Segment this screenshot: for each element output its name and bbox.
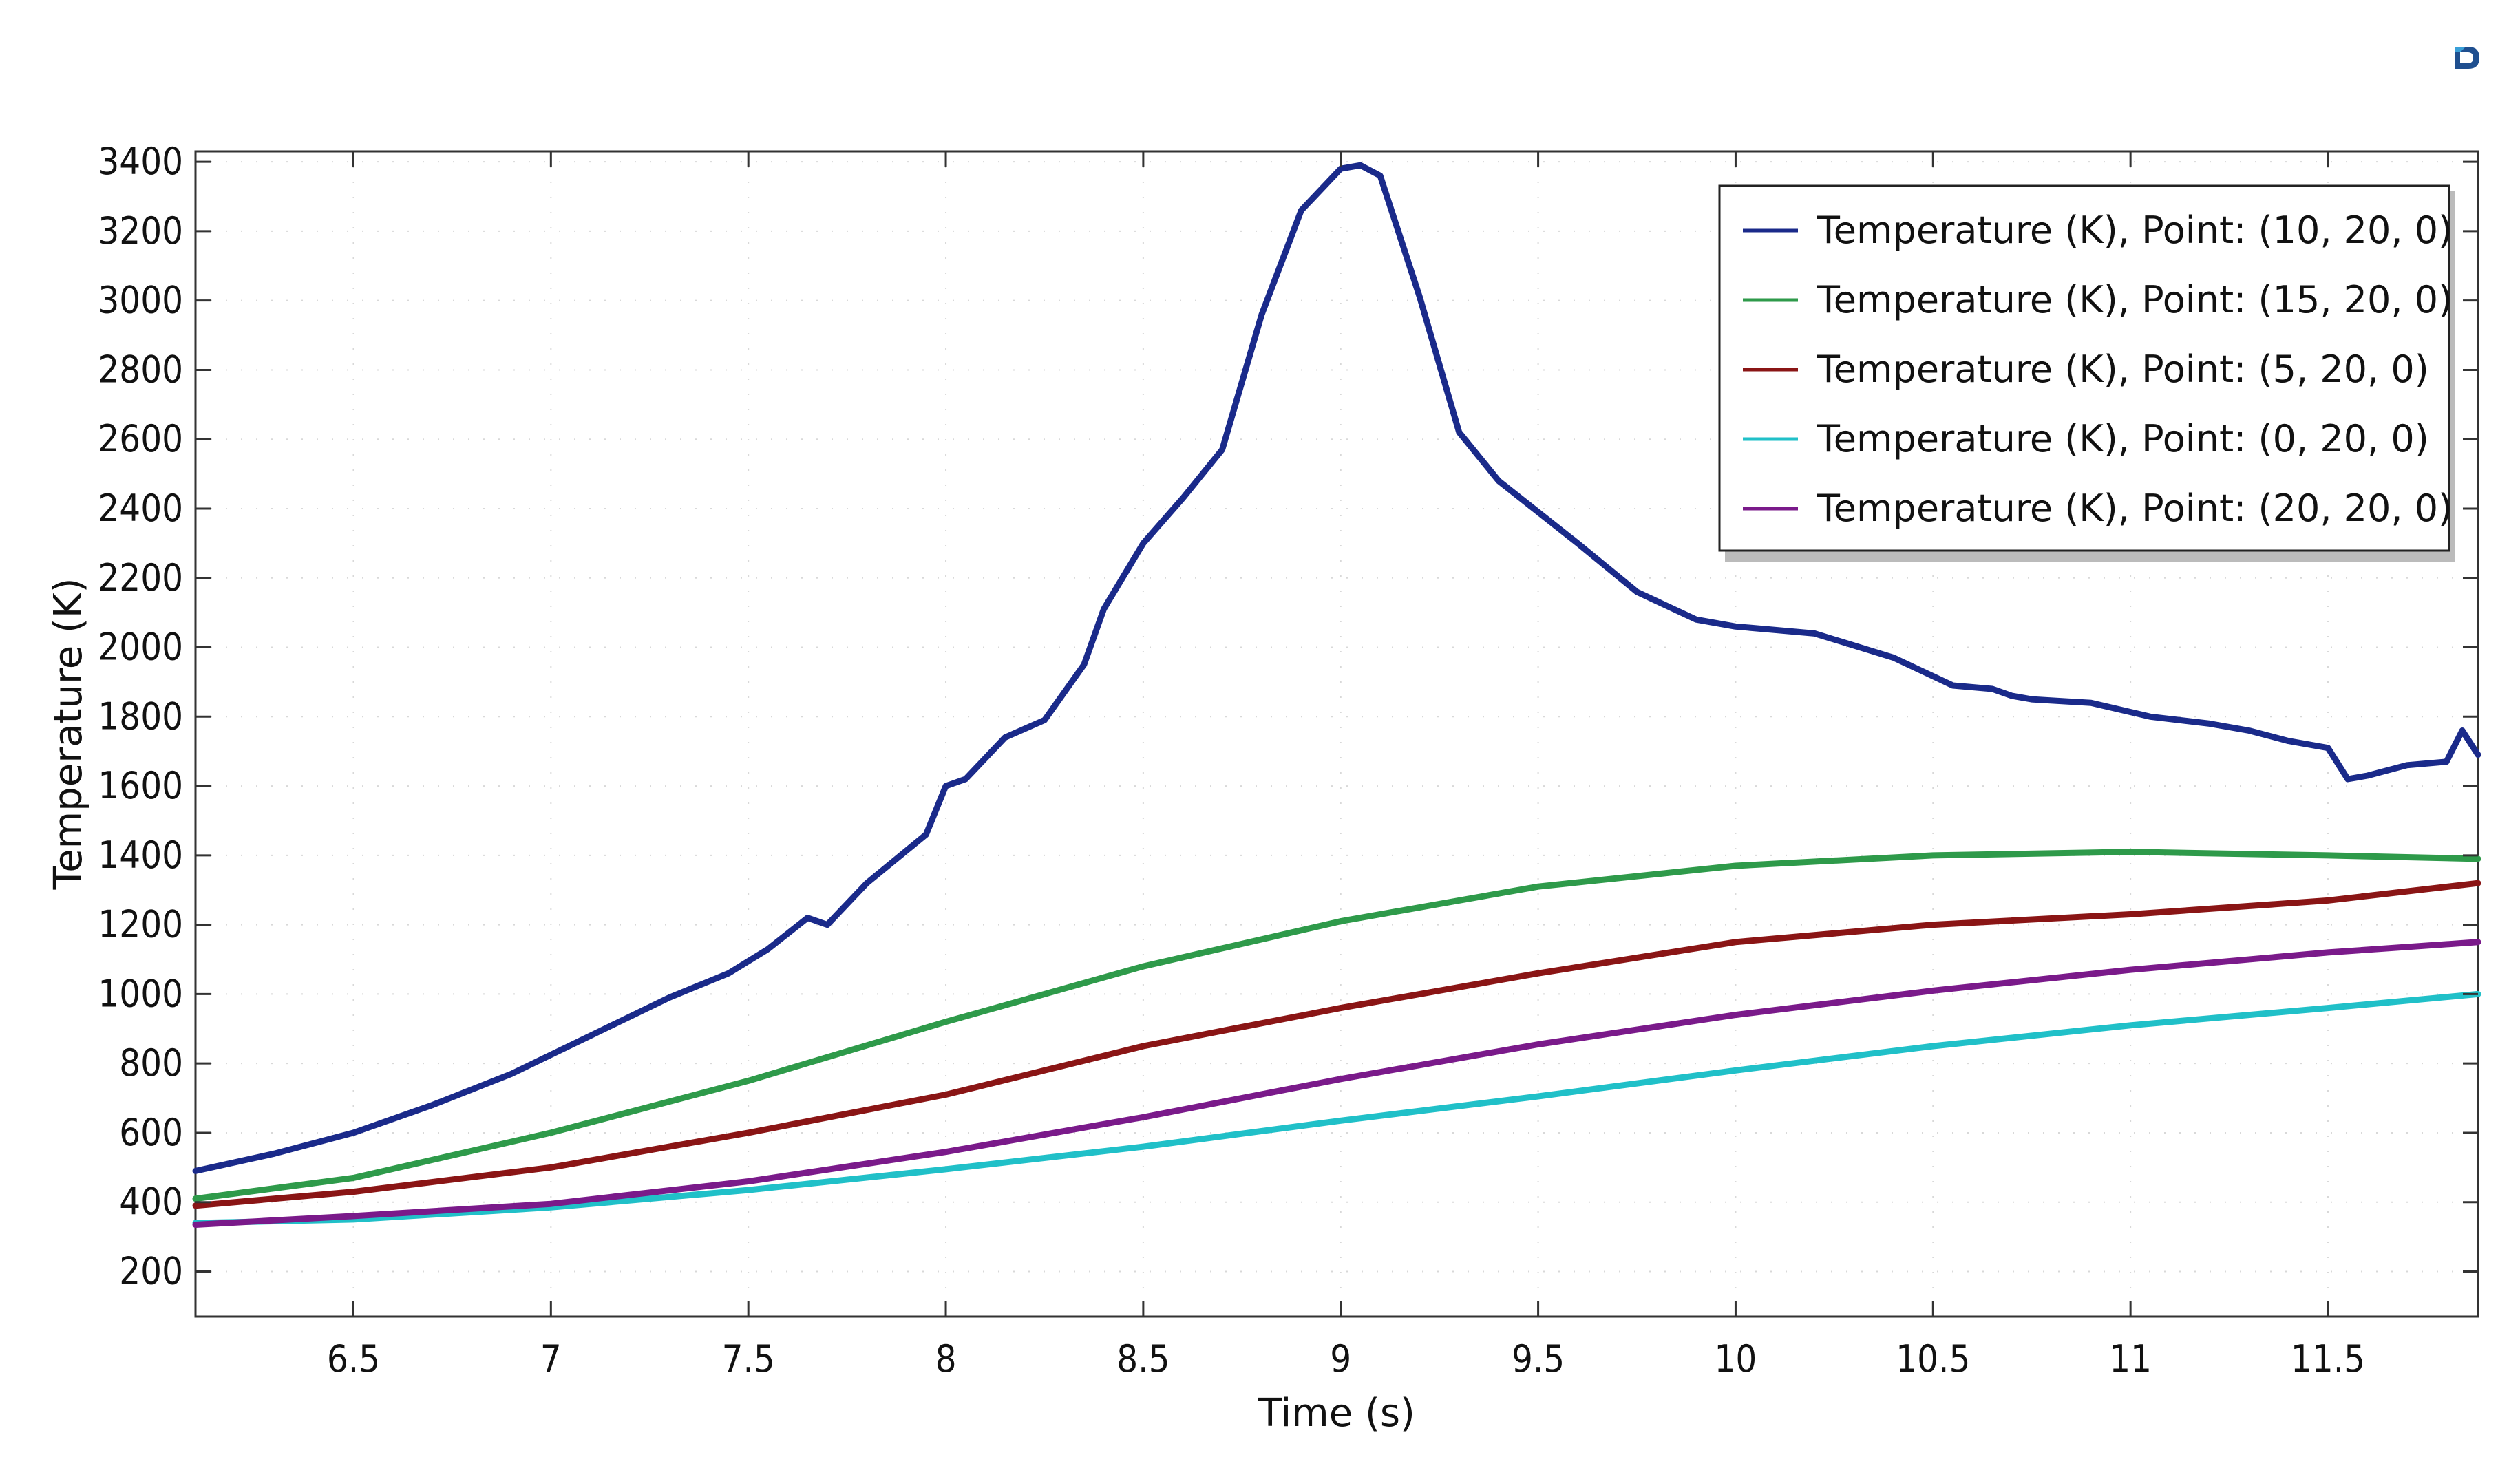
legend-label: Temperature (K), Point: (20, 20, 0) bbox=[1817, 487, 2453, 530]
y-tick-label: 1400 bbox=[98, 833, 183, 877]
plot-area bbox=[194, 150, 2479, 1318]
x-tick-label: 11 bbox=[2109, 1337, 2152, 1381]
y-tick-label: 2000 bbox=[98, 626, 183, 669]
y-tick-label: 3200 bbox=[98, 209, 183, 253]
series-line-4 bbox=[192, 990, 2481, 1226]
x-axis: 6.5 7 7.5 8 8.5 9 9.5 10 10.5 11 11.5 bbox=[327, 151, 2365, 1381]
x-tick-label: 7 bbox=[540, 1337, 562, 1381]
x-tick-label: 10 bbox=[1715, 1337, 1757, 1381]
x-tick-label: 9.5 bbox=[1512, 1337, 1565, 1381]
y-tick-label: 200 bbox=[119, 1249, 183, 1293]
legend-box bbox=[1718, 184, 2450, 552]
y-tick-label: 1800 bbox=[98, 694, 183, 738]
x-tick-label: 10.5 bbox=[1896, 1337, 1970, 1381]
y-tick-label: 1200 bbox=[98, 903, 183, 946]
y-axis: 200 400 600 800 1000 1200 1400 1600 1800 2000 2200… bbox=[98, 140, 2478, 1293]
series-layer bbox=[192, 162, 2481, 1228]
series-line-1 bbox=[192, 162, 2481, 1174]
x-tick-label: 6.5 bbox=[327, 1337, 380, 1381]
y-tick-label: 2600 bbox=[98, 417, 183, 460]
y-tick-label: 3400 bbox=[98, 140, 183, 183]
x-tick-label: 8 bbox=[935, 1337, 957, 1381]
y-tick-label: 600 bbox=[119, 1111, 183, 1154]
legend-label: Temperature (K), Point: (10, 20, 0) bbox=[1817, 209, 2453, 252]
app-logo-icon bbox=[2455, 47, 2479, 69]
legend-label: Temperature (K), Point: (0, 20, 0) bbox=[1817, 417, 2429, 460]
series-line-5 bbox=[192, 939, 2481, 1228]
series-line-2 bbox=[192, 849, 2481, 1202]
y-tick-label: 400 bbox=[119, 1180, 183, 1224]
x-tick-label: 11.5 bbox=[2291, 1337, 2365, 1381]
x-tick-label: 9 bbox=[1330, 1337, 1351, 1381]
series-line-3 bbox=[192, 880, 2481, 1209]
y-tick-label: 2200 bbox=[98, 556, 183, 599]
legend-items: Temperature (K), Point: (10, 20, 0) Tempe… bbox=[1743, 209, 2453, 530]
x-tick-label: 8.5 bbox=[1116, 1337, 1169, 1381]
y-axis-title: Temperature (K) bbox=[46, 578, 91, 891]
legend-label: Temperature (K), Point: (15, 20, 0) bbox=[1817, 278, 2453, 321]
y-tick-label: 2800 bbox=[98, 348, 183, 391]
x-axis-title: Time (s) bbox=[1258, 1391, 1415, 1436]
y-tick-label: 800 bbox=[119, 1041, 183, 1085]
y-tick-label: 1600 bbox=[98, 764, 183, 807]
x-tick-label: 7.5 bbox=[722, 1337, 775, 1381]
y-tick-label: 3000 bbox=[98, 279, 183, 322]
y-tick-label: 2400 bbox=[98, 487, 183, 530]
legend-label: Temperature (K), Point: (5, 20, 0) bbox=[1817, 348, 2429, 391]
y-tick-label: 1000 bbox=[98, 972, 183, 1015]
legend: Temperature (K), Point: (10, 20, 0) Tempe… bbox=[1718, 184, 2455, 562]
